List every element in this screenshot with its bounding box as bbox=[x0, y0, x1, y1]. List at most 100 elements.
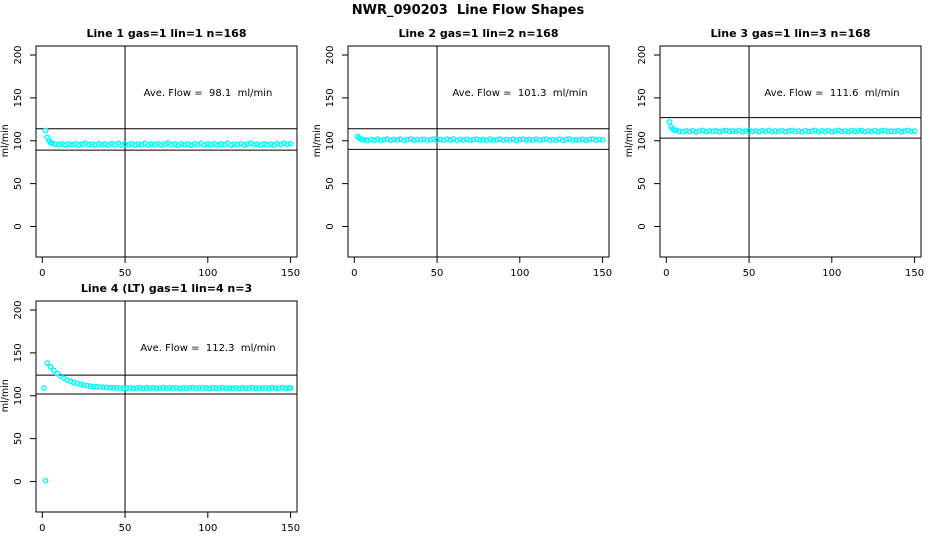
data-point bbox=[377, 137, 384, 144]
data-point bbox=[241, 142, 248, 148]
data-point bbox=[213, 385, 219, 392]
data-point bbox=[190, 384, 196, 391]
data-point bbox=[208, 141, 215, 148]
data-point bbox=[865, 128, 872, 134]
data-point bbox=[401, 137, 407, 144]
data-point bbox=[470, 136, 477, 143]
data-point bbox=[281, 140, 287, 147]
data-point bbox=[123, 385, 130, 392]
y-tick-label: 200 bbox=[13, 45, 24, 64]
ave-flow-annotation: Ave. Flow = 98.1 ml/min bbox=[143, 88, 273, 99]
data-point bbox=[789, 127, 795, 134]
data-point bbox=[536, 137, 543, 143]
data-point bbox=[749, 128, 756, 135]
plot-canvas: 0 50 100 150 0 50 100 150 200 ml/min bbox=[624, 45, 924, 279]
data-point bbox=[477, 137, 483, 143]
data-point bbox=[256, 384, 263, 391]
data-point bbox=[262, 385, 269, 391]
y-tick-label: 200 bbox=[637, 45, 648, 64]
data-point bbox=[579, 136, 586, 143]
data-point bbox=[160, 384, 167, 391]
data-point bbox=[901, 128, 908, 134]
y-tick-label: 150 bbox=[325, 88, 336, 107]
data-point bbox=[41, 385, 47, 391]
y-tick-label: 50 bbox=[325, 177, 336, 190]
data-point bbox=[87, 383, 94, 390]
data-point bbox=[75, 142, 82, 148]
ave-flow-annotation: Ave. Flow = 101.3 ml/min bbox=[452, 88, 588, 99]
data-point bbox=[122, 141, 128, 148]
x-tick-label: 50 bbox=[431, 268, 444, 279]
data-point bbox=[191, 140, 198, 147]
data-point bbox=[546, 137, 553, 144]
data-point bbox=[792, 128, 799, 135]
data-point bbox=[133, 385, 140, 391]
data-point bbox=[520, 136, 527, 142]
data-point bbox=[895, 127, 901, 134]
data-point bbox=[178, 140, 185, 147]
data-point bbox=[272, 385, 279, 392]
data-point bbox=[742, 128, 749, 135]
data-point bbox=[55, 141, 62, 148]
x-tick-label: 0 bbox=[351, 268, 357, 279]
data-point bbox=[898, 128, 905, 135]
data-point bbox=[516, 136, 523, 143]
data-point bbox=[49, 140, 56, 147]
data-point bbox=[460, 137, 467, 143]
data-point bbox=[276, 385, 282, 391]
data-point bbox=[549, 136, 556, 143]
data-point bbox=[267, 141, 274, 148]
data-point bbox=[137, 384, 143, 391]
data-point bbox=[146, 385, 153, 392]
data-point bbox=[417, 137, 424, 143]
data-point bbox=[94, 383, 100, 390]
plot-box bbox=[347, 45, 610, 258]
data-point bbox=[732, 128, 739, 135]
data-point bbox=[576, 137, 583, 143]
data-point bbox=[842, 127, 848, 134]
data-point bbox=[102, 141, 109, 148]
data-point bbox=[204, 141, 211, 148]
data-point bbox=[145, 142, 152, 148]
data-point bbox=[795, 127, 802, 134]
y-tick-label: 0 bbox=[13, 223, 24, 229]
data-point bbox=[168, 141, 175, 148]
data-point bbox=[274, 140, 281, 147]
data-point bbox=[233, 385, 239, 391]
data-point bbox=[838, 128, 845, 135]
data-point bbox=[42, 127, 49, 134]
data-point bbox=[117, 385, 123, 391]
data-point bbox=[148, 141, 155, 148]
plot-canvas: 0 50 100 150 0 50 100 150 200 ml/min bbox=[312, 45, 612, 279]
data-point bbox=[219, 384, 226, 391]
y-tick-label: 150 bbox=[637, 88, 648, 107]
data-point bbox=[559, 137, 566, 144]
subplot-line-3: Line 3 gas=1 lin=3 n=168 Ave. Flow = 111… bbox=[624, 20, 936, 285]
y-axis-label: ml/min bbox=[0, 124, 11, 157]
x-tick-label: 150 bbox=[281, 523, 300, 534]
data-point bbox=[69, 141, 75, 148]
x-tick-label: 150 bbox=[905, 268, 924, 279]
data-point bbox=[89, 141, 95, 148]
data-point bbox=[593, 137, 599, 143]
data-point bbox=[42, 477, 49, 484]
data-point bbox=[127, 384, 133, 391]
data-point bbox=[62, 142, 69, 148]
data-point bbox=[173, 385, 180, 391]
plot-box bbox=[35, 45, 298, 258]
data-point bbox=[556, 136, 563, 143]
data-point bbox=[480, 136, 487, 143]
subplot-title: Line 3 gas=1 lin=3 n=168 bbox=[710, 27, 871, 40]
data-point bbox=[444, 136, 450, 143]
data-point bbox=[70, 379, 77, 386]
data-point bbox=[845, 128, 852, 135]
data-point bbox=[166, 384, 173, 391]
data-point bbox=[107, 384, 114, 391]
data-point bbox=[473, 136, 480, 142]
data-point bbox=[193, 385, 200, 392]
subplot-line-2: Line 2 gas=1 lin=2 n=168 Ave. Flow = 101… bbox=[312, 20, 624, 285]
data-point bbox=[242, 385, 249, 392]
data-point bbox=[371, 137, 378, 143]
data-point bbox=[132, 142, 138, 148]
data-point bbox=[118, 142, 125, 148]
